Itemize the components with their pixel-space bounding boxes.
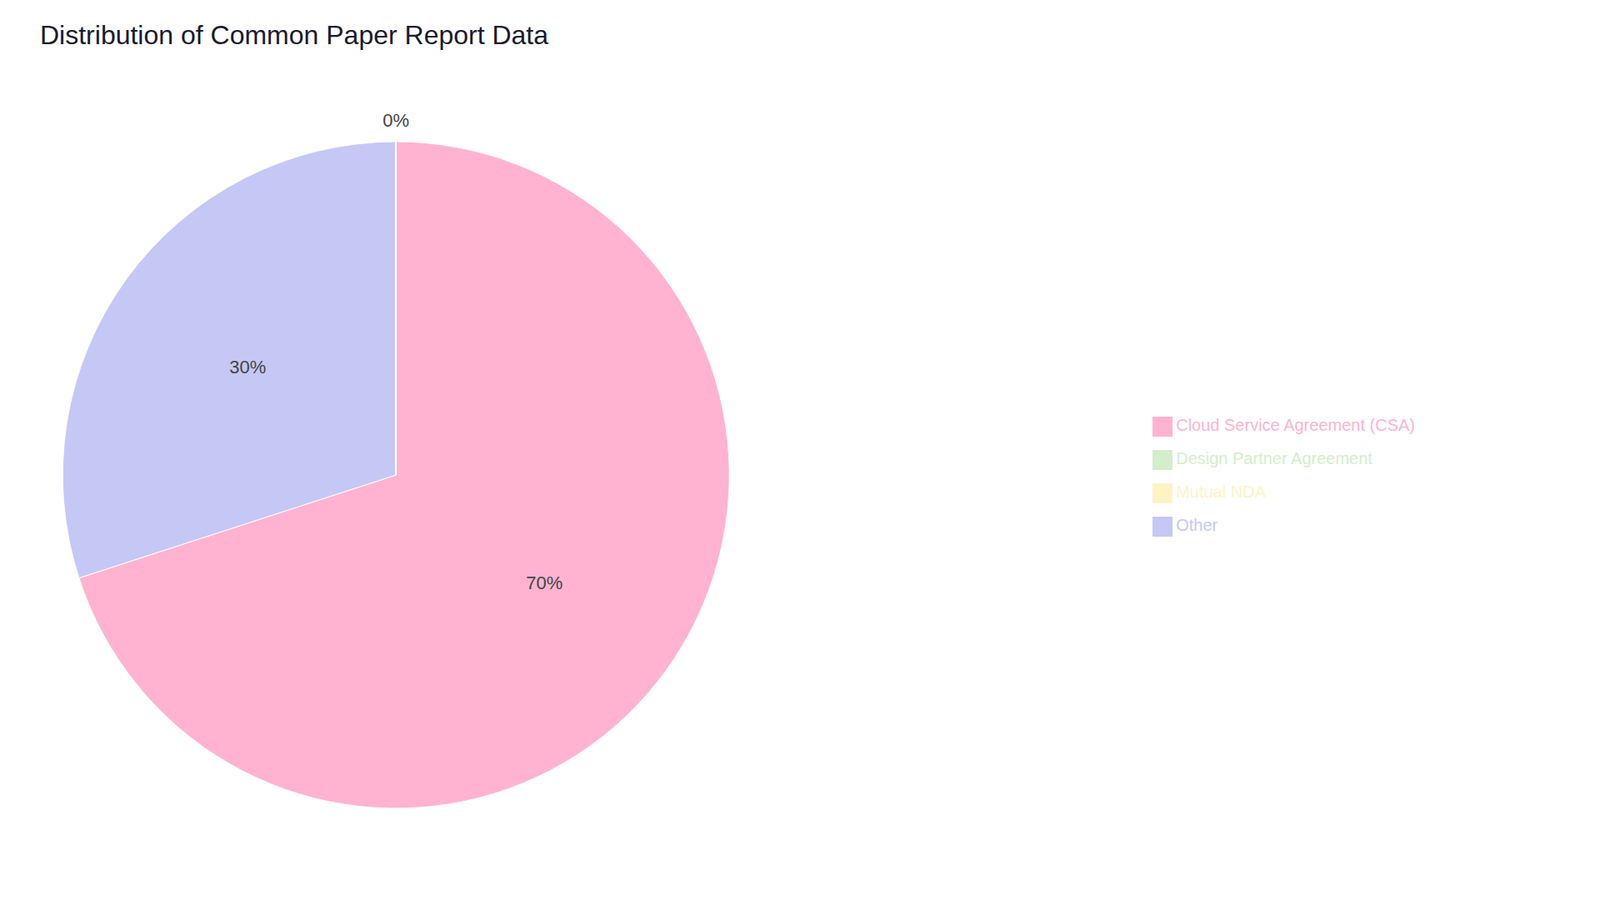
html-text:Design Partner Agreement: Design Partner Agreement <box>1176 449 1373 468</box>
html-text:Cloud Service Agreement (CSA): Cloud Service Agreement (CSA) <box>1176 415 1415 435</box>
svg-text:0%: 0% <box>382 110 410 131</box>
svg-text:70%: 70% <box>525 572 563 594</box>
html-text:Distribution of Common Paper R: Distribution of Common Paper Report Data <box>40 20 549 50</box>
html-text:Other: Other <box>1176 515 1218 535</box>
html-text:Mutual NDA: Mutual NDA <box>1176 482 1266 501</box>
svg-text:30%: 30% <box>229 356 266 378</box>
